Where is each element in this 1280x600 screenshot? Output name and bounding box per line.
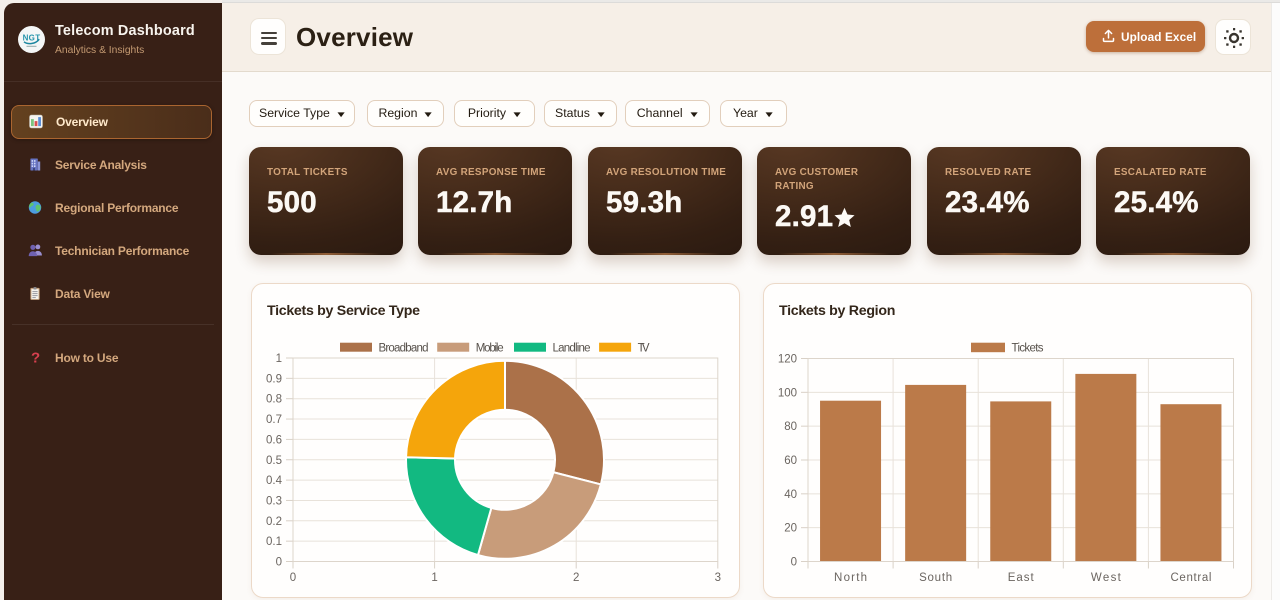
svg-text:0.2: 0.2 (266, 516, 282, 528)
svg-text:Broadband: Broadband (379, 343, 429, 355)
svg-text:Landline: Landline (553, 343, 591, 355)
svg-text:1: 1 (276, 353, 282, 365)
svg-text:0.1: 0.1 (266, 536, 282, 548)
svg-text:West: West (1091, 572, 1122, 584)
svg-text:South: South (919, 572, 952, 584)
svg-text:East: East (1008, 572, 1035, 584)
svg-text:Tickets: Tickets (1012, 343, 1044, 355)
svg-text:40: 40 (784, 489, 797, 501)
svg-text:20: 20 (784, 523, 797, 535)
svg-text:0.3: 0.3 (266, 495, 282, 507)
svg-text:0.7: 0.7 (266, 414, 282, 426)
svg-text:0: 0 (791, 557, 797, 569)
svg-text:TV: TV (638, 343, 650, 355)
svg-text:100: 100 (778, 387, 797, 399)
svg-text:0.6: 0.6 (266, 434, 282, 446)
svg-text:0.9: 0.9 (266, 373, 282, 385)
svg-text:0: 0 (276, 557, 282, 569)
svg-text:1: 1 (431, 572, 437, 584)
svg-text:0.8: 0.8 (266, 394, 282, 406)
svg-text:Mobile: Mobile (476, 343, 504, 355)
svg-text:0: 0 (290, 572, 296, 584)
svg-text:North: North (834, 572, 867, 584)
svg-text:80: 80 (784, 421, 797, 433)
svg-text:0.4: 0.4 (266, 475, 283, 487)
svg-text:3: 3 (715, 572, 721, 584)
svg-text:60: 60 (784, 455, 797, 467)
svg-text:Central: Central (1170, 572, 1211, 584)
svg-text:2: 2 (573, 572, 579, 584)
svg-text:120: 120 (778, 354, 797, 366)
svg-text:0.5: 0.5 (266, 455, 282, 467)
svg-text:NGT: NGT (23, 34, 41, 43)
